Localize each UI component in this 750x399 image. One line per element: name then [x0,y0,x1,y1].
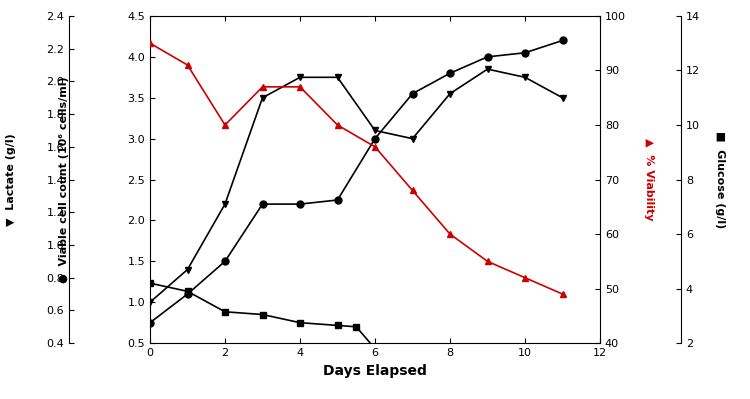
Text: ▼  Lactate (g/l): ▼ Lactate (g/l) [6,133,16,226]
X-axis label: Days Elapsed: Days Elapsed [323,363,427,377]
Text: ■  Glucose (g/l): ■ Glucose (g/l) [715,131,725,228]
Text: ▲  % Viability: ▲ % Viability [644,138,654,221]
Text: ●  Viable cell count (10⁶ cells/ml): ● Viable cell count (10⁶ cells/ml) [58,76,69,283]
